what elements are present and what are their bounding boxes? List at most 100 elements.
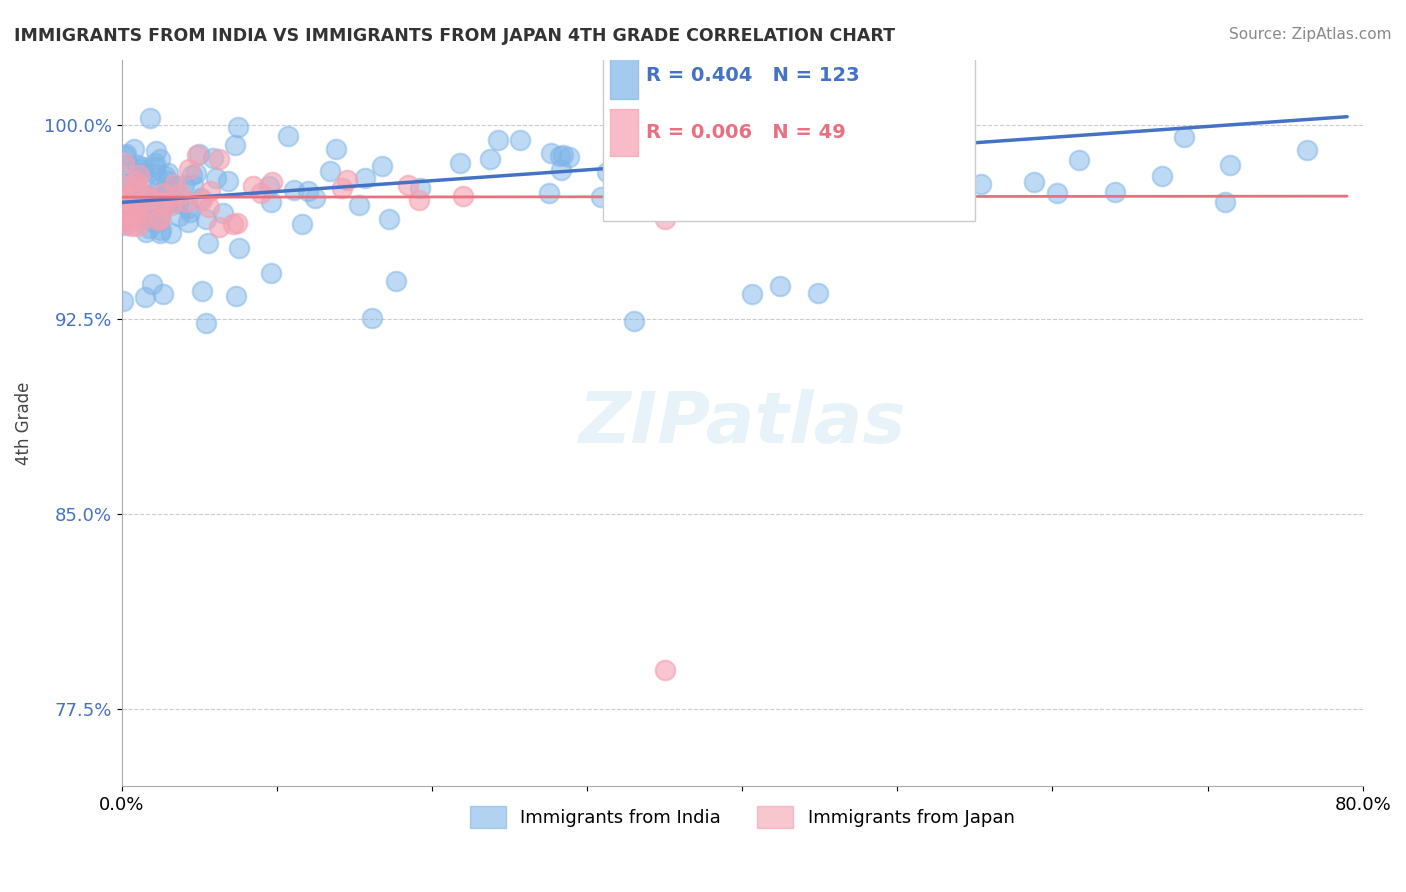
Point — [112, 190, 135, 204]
Point — [550, 163, 572, 178]
Point — [129, 162, 152, 177]
Point — [377, 212, 399, 227]
Point — [148, 186, 170, 201]
Point — [156, 174, 179, 188]
Point — [226, 216, 249, 230]
Point — [143, 161, 166, 175]
Point — [112, 213, 135, 227]
Point — [330, 181, 353, 195]
Point — [134, 169, 156, 184]
Point — [167, 209, 190, 223]
Point — [191, 193, 214, 207]
Point — [848, 200, 870, 214]
Point — [208, 219, 231, 234]
Point — [228, 241, 250, 255]
Point — [153, 169, 176, 183]
Point — [145, 167, 167, 181]
Point — [451, 189, 474, 203]
Point — [150, 190, 173, 204]
Point — [408, 193, 430, 207]
Point — [692, 192, 714, 206]
Point — [127, 219, 149, 233]
Point — [187, 147, 209, 161]
Point — [190, 284, 212, 298]
Point — [297, 184, 319, 198]
Text: R = 0.006   N = 49: R = 0.006 N = 49 — [647, 123, 846, 142]
Point — [194, 316, 217, 330]
Point — [120, 200, 142, 214]
Point — [112, 294, 135, 309]
Point — [194, 212, 217, 227]
Point — [125, 179, 148, 194]
Point — [149, 152, 172, 166]
Point — [129, 212, 152, 227]
Point — [149, 227, 172, 241]
Point — [132, 165, 155, 179]
Point — [115, 218, 138, 232]
Point — [201, 151, 224, 165]
Point — [479, 152, 502, 166]
Point — [371, 160, 394, 174]
Point — [1046, 186, 1069, 201]
Point — [262, 175, 284, 189]
Point — [1069, 153, 1091, 168]
Point — [122, 142, 145, 156]
Point — [596, 165, 619, 179]
Point — [143, 156, 166, 170]
Point — [551, 148, 574, 162]
FancyBboxPatch shape — [610, 52, 638, 98]
Point — [127, 207, 149, 221]
Y-axis label: 4th Grade: 4th Grade — [15, 382, 32, 465]
Point — [181, 178, 204, 193]
Point — [159, 195, 181, 210]
Point — [1173, 130, 1195, 145]
Point — [128, 168, 150, 182]
Point — [150, 223, 173, 237]
Point — [115, 147, 138, 161]
Point — [120, 188, 142, 202]
Point — [807, 286, 830, 301]
Point — [134, 290, 156, 304]
Point — [138, 221, 160, 235]
Point — [160, 198, 183, 212]
Point — [117, 158, 139, 172]
Point — [134, 204, 156, 219]
Point — [277, 129, 299, 144]
Text: ZIPatlas: ZIPatlas — [578, 389, 905, 458]
Point — [139, 198, 162, 212]
Point — [153, 188, 176, 202]
Point — [250, 186, 273, 201]
Point — [190, 190, 212, 204]
Point — [138, 192, 160, 206]
Point — [112, 213, 135, 227]
Point — [149, 206, 172, 220]
Point — [160, 226, 183, 240]
Point — [127, 205, 149, 219]
Point — [347, 197, 370, 211]
Point — [145, 144, 167, 158]
Point — [148, 214, 170, 228]
Point — [409, 181, 432, 195]
Point — [769, 279, 792, 293]
Point — [198, 184, 221, 198]
Point — [589, 190, 612, 204]
Point — [112, 155, 135, 169]
Point — [149, 212, 172, 227]
Point — [132, 160, 155, 174]
Point — [135, 225, 157, 239]
Point — [120, 176, 142, 190]
Point — [283, 183, 305, 197]
Point — [163, 179, 186, 194]
Point — [1024, 176, 1046, 190]
Legend: Immigrants from India, Immigrants from Japan: Immigrants from India, Immigrants from J… — [463, 799, 1022, 836]
Point — [131, 194, 153, 208]
Text: R = 0.404   N = 123: R = 0.404 N = 123 — [647, 66, 859, 85]
Point — [134, 200, 156, 214]
Point — [970, 178, 993, 192]
Point — [125, 196, 148, 211]
Point — [336, 172, 359, 186]
Point — [540, 146, 562, 161]
Point — [177, 201, 200, 215]
Point — [165, 177, 187, 191]
Point — [173, 178, 195, 192]
